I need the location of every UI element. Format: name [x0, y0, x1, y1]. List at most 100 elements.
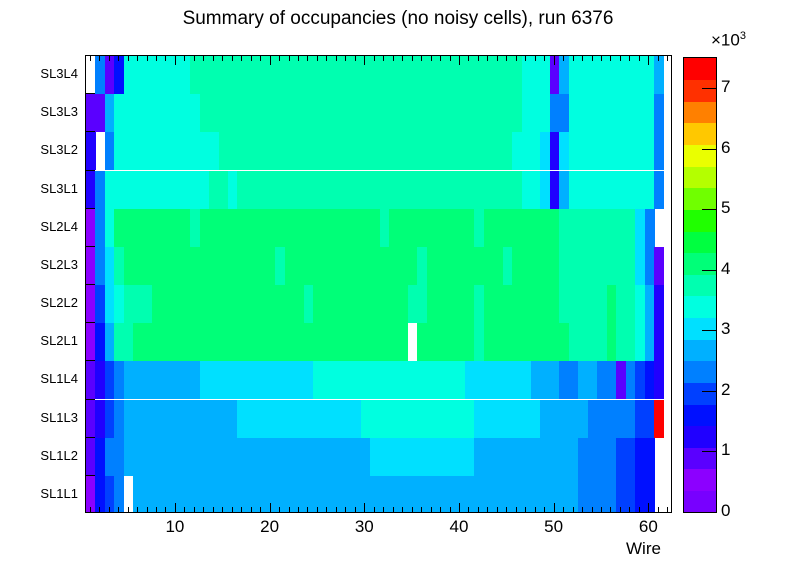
heatmap-cell	[445, 246, 456, 285]
heatmap-cell	[86, 170, 97, 209]
heatmap-cell	[294, 323, 305, 362]
heatmap-cell	[237, 437, 248, 476]
heatmap-cell	[512, 94, 523, 133]
colorbar-tick	[702, 270, 716, 271]
heatmap-cell	[388, 246, 400, 285]
heatmap-cell	[559, 399, 570, 438]
heatmap-cell	[351, 323, 362, 362]
heatmap-cell	[161, 285, 172, 324]
heatmap-cell	[379, 208, 390, 247]
heatmap-cell	[209, 361, 220, 400]
x-minor-tick	[355, 507, 356, 513]
heatmap-cell	[190, 437, 201, 476]
heatmap-cell	[303, 246, 314, 285]
y-tick-label: SL2L1	[40, 333, 78, 349]
heatmap-cell	[549, 475, 560, 512]
y-tick-label: SL2L3	[40, 256, 78, 272]
heatmap-cell	[228, 170, 239, 209]
heatmap-cell	[341, 246, 352, 285]
heatmap-cell	[616, 132, 627, 171]
x-minor-tick	[137, 507, 138, 513]
heatmap-cell	[635, 323, 646, 362]
heatmap-cell	[256, 361, 267, 400]
heatmap-cell	[123, 208, 134, 247]
heatmap-row	[86, 323, 671, 362]
heatmap-cell	[530, 285, 542, 324]
heatmap-cell	[123, 132, 134, 171]
heatmap-cell	[587, 246, 598, 285]
x-minor-tick-top	[412, 55, 413, 61]
heatmap-cell	[86, 94, 97, 133]
heatmap-cell	[171, 285, 182, 324]
heatmap-cell	[152, 94, 163, 133]
heatmap-cell	[86, 323, 97, 362]
heatmap-cell	[133, 399, 144, 438]
heatmap-cell	[161, 323, 172, 362]
heatmap-cell	[654, 285, 665, 324]
heatmap-cell	[597, 246, 608, 285]
y-major-tick	[85, 475, 95, 476]
heatmap-cell	[644, 132, 655, 171]
heatmap-cell	[351, 56, 362, 95]
heatmap-cell	[190, 132, 201, 171]
heatmap-cell	[464, 132, 475, 171]
heatmap-cell	[370, 170, 381, 209]
heatmap-cell	[104, 56, 115, 95]
heatmap-cell	[284, 399, 295, 438]
heatmap-cell	[398, 132, 409, 171]
heatmap-cell	[445, 132, 456, 171]
x-major-tick	[364, 503, 365, 513]
heatmap-cell	[237, 475, 248, 512]
heatmap-cell	[559, 94, 570, 133]
colorbar-multiplier-base: ×10	[711, 30, 740, 50]
heatmap-cell	[502, 56, 513, 95]
heatmap-cell	[123, 285, 134, 324]
heatmap-cell	[530, 475, 542, 512]
heatmap-cell	[445, 208, 456, 247]
heatmap-cell	[625, 56, 636, 95]
heatmap-cell	[360, 285, 371, 324]
x-minor-tick	[402, 507, 403, 513]
heatmap-cell	[625, 208, 636, 247]
heatmap-cell	[228, 399, 239, 438]
x-minor-tick	[260, 507, 261, 513]
heatmap-cell	[379, 94, 390, 133]
heatmap-cell	[455, 246, 466, 285]
heatmap-row	[86, 285, 671, 324]
heatmap-cell	[436, 475, 447, 512]
heatmap-cell	[474, 285, 485, 324]
heatmap-cell	[398, 246, 409, 285]
heatmap-cell	[625, 246, 636, 285]
heatmap-cell	[360, 132, 371, 171]
heatmap-cell	[616, 399, 627, 438]
heatmap-cell	[407, 475, 418, 512]
heatmap-cell	[568, 56, 579, 95]
heatmap-cell	[190, 246, 201, 285]
x-major-tick-top	[270, 55, 271, 65]
heatmap-cell	[256, 94, 267, 133]
heatmap-cell	[303, 94, 314, 133]
heatmap-cell	[606, 399, 617, 438]
heatmap-cell	[597, 208, 608, 247]
heatmap-cell	[265, 285, 276, 324]
heatmap-cell	[606, 208, 617, 247]
heatmap-cell	[578, 94, 589, 133]
x-minor-tick	[582, 507, 583, 513]
x-minor-tick-top	[336, 55, 337, 61]
heatmap-cell	[256, 475, 267, 512]
x-tick-label: 60	[638, 517, 658, 536]
heatmap-cell	[493, 246, 504, 285]
heatmap-cell	[114, 56, 125, 95]
heatmap-cell	[133, 94, 144, 133]
heatmap-cell	[275, 170, 286, 209]
colorbar-band	[684, 425, 716, 448]
x-major-tick	[270, 503, 271, 513]
heatmap-cell	[474, 208, 485, 247]
heatmap-cell	[190, 285, 201, 324]
x-minor-tick-top	[431, 55, 432, 61]
heatmap-cell	[540, 323, 551, 362]
heatmap-cell	[133, 56, 144, 95]
heatmap-cell	[256, 246, 267, 285]
heatmap-cell	[95, 285, 106, 324]
heatmap-cell	[578, 475, 589, 512]
